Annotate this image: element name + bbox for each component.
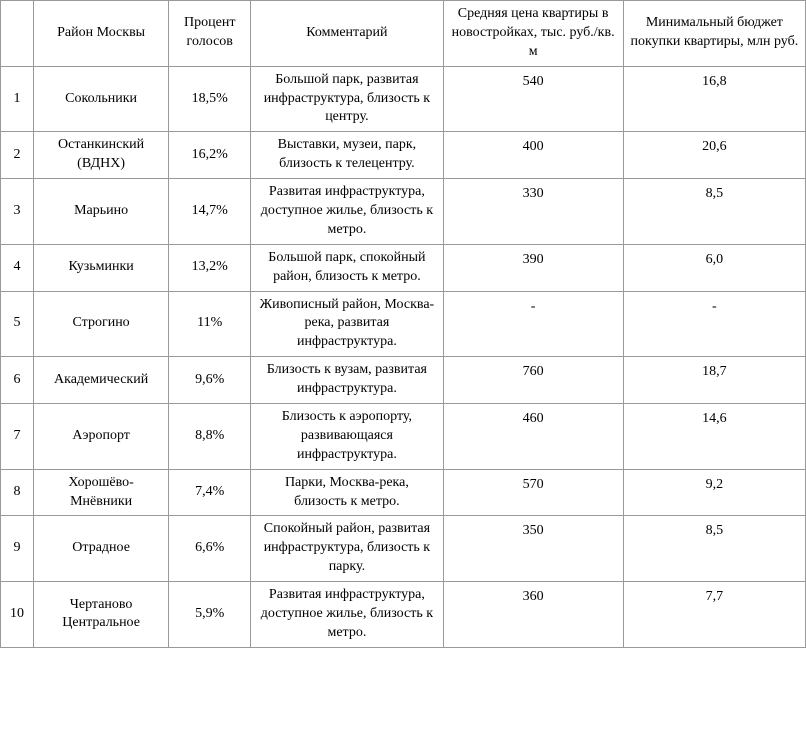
table-row: 10Чертаново Центральное5,9%Развитая инфр… bbox=[1, 582, 806, 648]
cell-price: 330 bbox=[443, 179, 623, 245]
cell-comment: Развитая инфраструктура, доступное жилье… bbox=[251, 179, 443, 245]
cell-percent: 14,7% bbox=[169, 179, 251, 245]
cell-budget: 6,0 bbox=[623, 244, 805, 291]
cell-budget: 7,7 bbox=[623, 582, 805, 648]
cell-comment: Спокойный район, развитая инфраструктура… bbox=[251, 516, 443, 582]
table-header-row: Район Москвы Процент голосов Комментарий… bbox=[1, 1, 806, 67]
cell-percent: 6,6% bbox=[169, 516, 251, 582]
cell-price: - bbox=[443, 291, 623, 357]
cell-budget: - bbox=[623, 291, 805, 357]
table-row: 6Академический9,6%Близость к вузам, разв… bbox=[1, 357, 806, 404]
cell-district: Академический bbox=[34, 357, 169, 404]
cell-district: Кузьминки bbox=[34, 244, 169, 291]
cell-comment: Парки, Москва-река, близость к метро. bbox=[251, 469, 443, 516]
cell-percent: 18,5% bbox=[169, 66, 251, 132]
cell-percent: 5,9% bbox=[169, 582, 251, 648]
table-body: 1Сокольники18,5%Большой парк, развитая и… bbox=[1, 66, 806, 647]
cell-district: Строгино bbox=[34, 291, 169, 357]
cell-district: Чертаново Центральное bbox=[34, 582, 169, 648]
table-row: 1Сокольники18,5%Большой парк, развитая и… bbox=[1, 66, 806, 132]
cell-price: 760 bbox=[443, 357, 623, 404]
col-header-budget: Минимальный бюджет покупки квартиры, млн… bbox=[623, 1, 805, 67]
cell-price: 350 bbox=[443, 516, 623, 582]
cell-budget: 9,2 bbox=[623, 469, 805, 516]
table-row: 4Кузьминки13,2%Большой парк, спокойный р… bbox=[1, 244, 806, 291]
cell-budget: 20,6 bbox=[623, 132, 805, 179]
cell-num: 8 bbox=[1, 469, 34, 516]
table-row: 2Останкинский (ВДНХ)16,2%Выставки, музеи… bbox=[1, 132, 806, 179]
cell-num: 9 bbox=[1, 516, 34, 582]
cell-num: 4 bbox=[1, 244, 34, 291]
cell-price: 460 bbox=[443, 404, 623, 470]
cell-percent: 16,2% bbox=[169, 132, 251, 179]
cell-comment: Выставки, музеи, парк, близость к телеце… bbox=[251, 132, 443, 179]
cell-num: 5 bbox=[1, 291, 34, 357]
cell-percent: 9,6% bbox=[169, 357, 251, 404]
col-header-price: Средняя цена квартиры в новостройках, ты… bbox=[443, 1, 623, 67]
cell-budget: 8,5 bbox=[623, 179, 805, 245]
cell-price: 400 bbox=[443, 132, 623, 179]
cell-price: 570 bbox=[443, 469, 623, 516]
col-header-percent: Процент голосов bbox=[169, 1, 251, 67]
col-header-district: Район Москвы bbox=[34, 1, 169, 67]
cell-num: 2 bbox=[1, 132, 34, 179]
table-row: 8Хорошёво-Мнёвники7,4%Парки, Москва-река… bbox=[1, 469, 806, 516]
cell-percent: 7,4% bbox=[169, 469, 251, 516]
cell-num: 7 bbox=[1, 404, 34, 470]
table-row: 9Отрадное6,6%Спокойный район, развитая и… bbox=[1, 516, 806, 582]
cell-district: Марьино bbox=[34, 179, 169, 245]
cell-budget: 18,7 bbox=[623, 357, 805, 404]
cell-comment: Развитая инфраструктура, доступное жилье… bbox=[251, 582, 443, 648]
col-header-num bbox=[1, 1, 34, 67]
cell-price: 540 bbox=[443, 66, 623, 132]
table-row: 3Марьино14,7%Развитая инфраструктура, до… bbox=[1, 179, 806, 245]
cell-num: 1 bbox=[1, 66, 34, 132]
cell-district: Сокольники bbox=[34, 66, 169, 132]
cell-comment: Близость к вузам, развитая инфраструктур… bbox=[251, 357, 443, 404]
cell-district: Хорошёво-Мнёвники bbox=[34, 469, 169, 516]
cell-num: 3 bbox=[1, 179, 34, 245]
cell-district: Останкинский (ВДНХ) bbox=[34, 132, 169, 179]
cell-num: 10 bbox=[1, 582, 34, 648]
cell-price: 390 bbox=[443, 244, 623, 291]
cell-comment: Большой парк, спокойный район, близость … bbox=[251, 244, 443, 291]
cell-budget: 8,5 bbox=[623, 516, 805, 582]
cell-comment: Большой парк, развитая инфраструктура, б… bbox=[251, 66, 443, 132]
cell-percent: 11% bbox=[169, 291, 251, 357]
cell-comment: Живописный район, Москва-река, развитая … bbox=[251, 291, 443, 357]
cell-district: Отрадное bbox=[34, 516, 169, 582]
table-row: 7Аэропорт8,8%Близость к аэропорту, разви… bbox=[1, 404, 806, 470]
cell-percent: 13,2% bbox=[169, 244, 251, 291]
cell-price: 360 bbox=[443, 582, 623, 648]
table-row: 5Строгино11%Живописный район, Москва-рек… bbox=[1, 291, 806, 357]
cell-num: 6 bbox=[1, 357, 34, 404]
cell-budget: 16,8 bbox=[623, 66, 805, 132]
cell-district: Аэропорт bbox=[34, 404, 169, 470]
cell-budget: 14,6 bbox=[623, 404, 805, 470]
col-header-comment: Комментарий bbox=[251, 1, 443, 67]
cell-percent: 8,8% bbox=[169, 404, 251, 470]
cell-comment: Близость к аэропорту, развивающаяся инфр… bbox=[251, 404, 443, 470]
districts-table: Район Москвы Процент голосов Комментарий… bbox=[0, 0, 806, 648]
